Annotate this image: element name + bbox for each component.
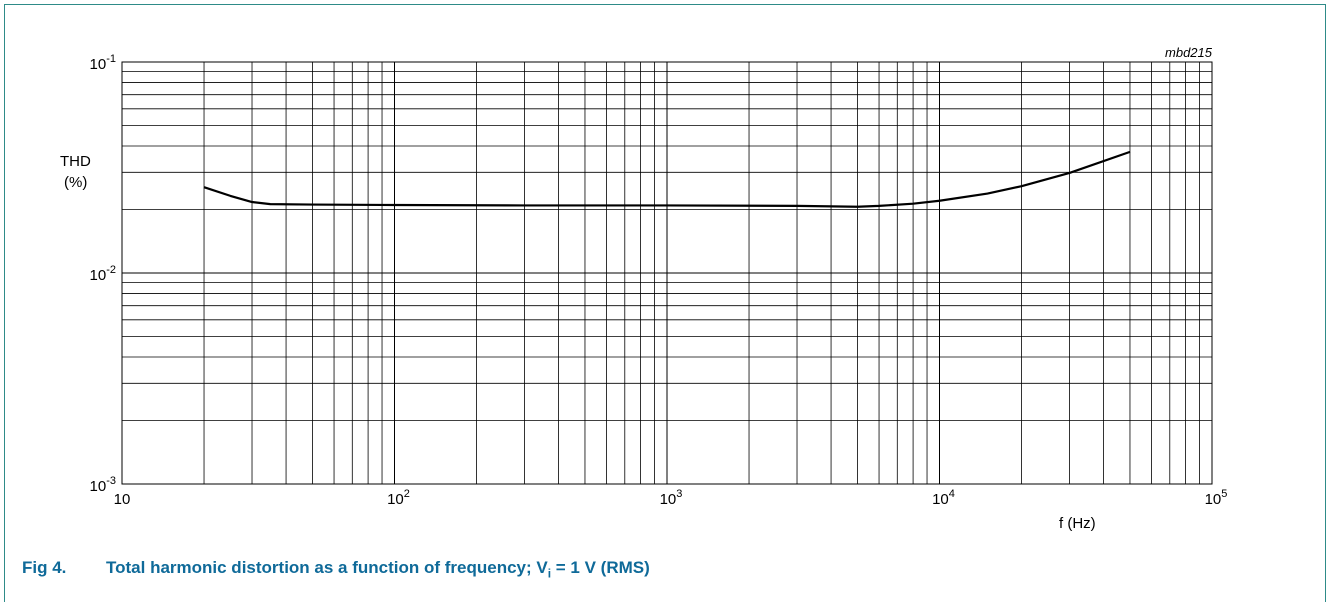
x-tick-label: 104	[932, 488, 955, 508]
figure-caption: Fig 4. Total harmonic distortion as a fun…	[22, 558, 650, 580]
x-axis-label: f (Hz)	[1059, 515, 1096, 532]
x-tick-label: 103	[660, 488, 683, 508]
x-tick-label: 102	[387, 488, 410, 508]
x-tick-label: 105	[1205, 488, 1228, 508]
figure-number: Fig 4.	[22, 558, 67, 577]
y-tick-label: 10-3	[90, 475, 116, 495]
caption-subscript: i	[547, 566, 552, 581]
thd-chart: 10 102 103 104 105 10-1 10-2 10-3 THD (%) f (H…	[60, 45, 1228, 532]
caption-text: Total harmonic distortion as a function …	[106, 558, 548, 577]
thd-curve	[203, 150, 1131, 208]
y-axis-label-line2: (%)	[64, 174, 87, 191]
y-tick-label: 10-2	[90, 264, 116, 284]
caption-text-end: = 1 V (RMS)	[551, 558, 650, 577]
x-tick-label: 10	[114, 491, 131, 508]
plot-frame	[121, 61, 1213, 485]
x-tick-labels: 10 102 103 104 105	[114, 488, 1228, 508]
grid-major	[122, 62, 1212, 484]
y-tick-labels: 10-1 10-2 10-3	[90, 53, 116, 495]
figure-frame	[4, 4, 1326, 602]
y-axis-label-line1: THD	[60, 153, 91, 170]
figure-id: mbd215	[1165, 45, 1213, 60]
y-tick-label: 10-1	[90, 53, 116, 73]
